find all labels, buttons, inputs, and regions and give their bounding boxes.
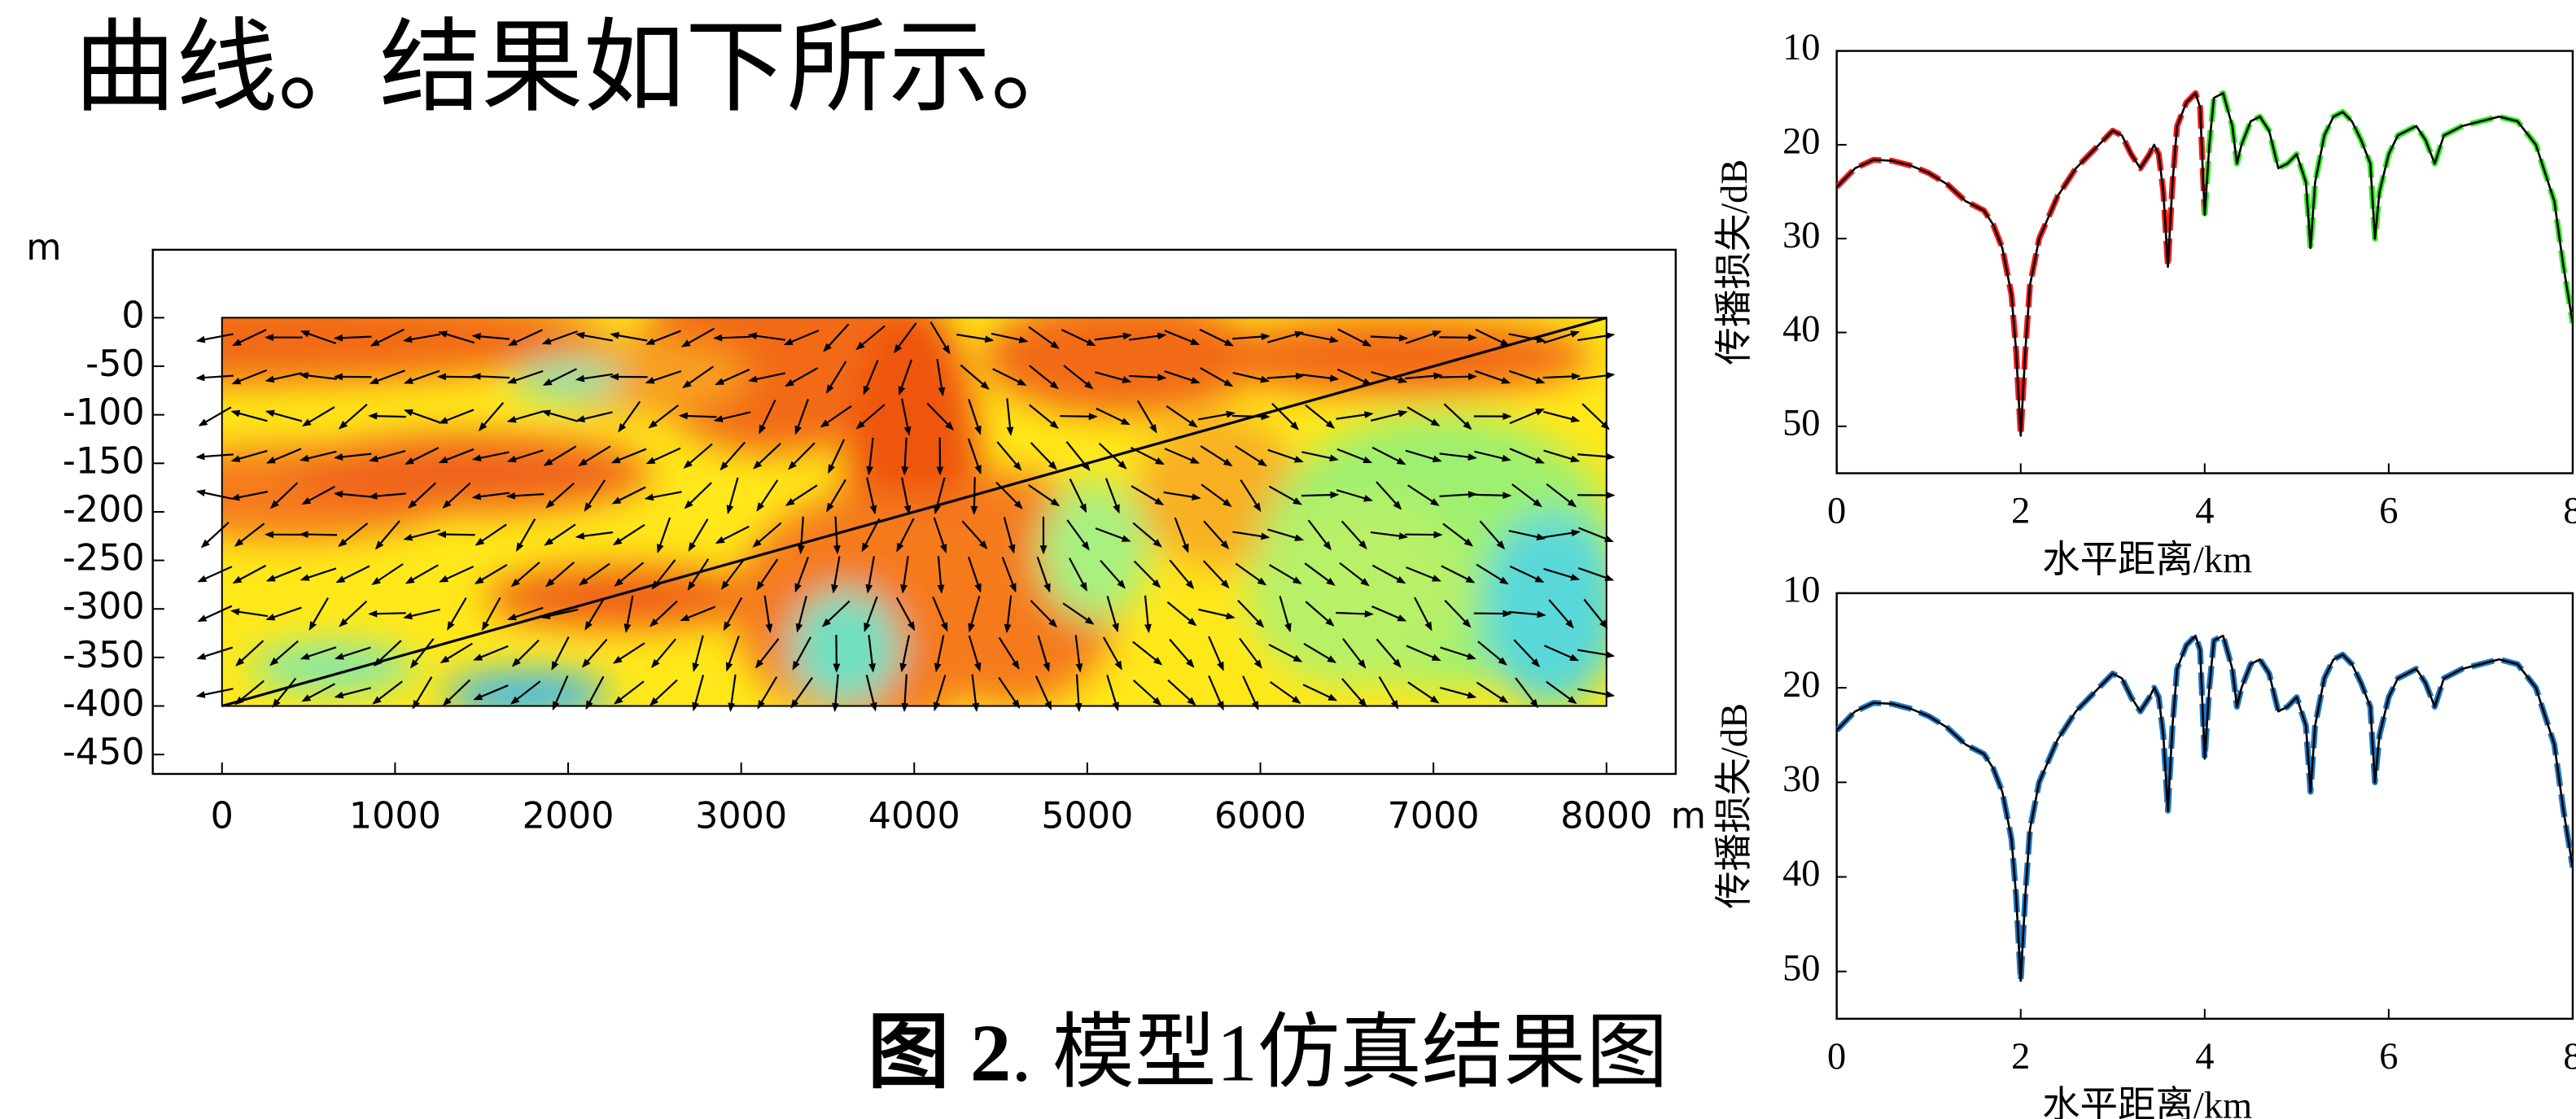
arrow — [1060, 416, 1096, 417]
y-tick-label: 50 — [1782, 402, 1820, 444]
x-tick-label: 8000 — [1560, 796, 1652, 837]
figure-caption: 图 2. 模型1仿真结果图 — [868, 1007, 1668, 1098]
x-tick-label: 2000 — [523, 796, 614, 837]
arrow — [1439, 337, 1475, 338]
arrow — [370, 613, 405, 614]
plot-box — [1837, 51, 2573, 474]
x-tick-label: 0 — [211, 796, 234, 837]
x-tick-label: 4 — [2195, 1036, 2214, 1077]
x-tick-label: 1000 — [349, 796, 441, 837]
y-tick-label: 20 — [1782, 664, 1820, 706]
y-tick-label: 50 — [1782, 947, 1820, 989]
y-tick-label: -250 — [63, 538, 145, 579]
x-tick-label: 0 — [1827, 491, 1846, 532]
y-tick-label: -150 — [63, 440, 145, 482]
heat-blob — [1039, 481, 1149, 621]
y-tick-label: -200 — [63, 489, 145, 531]
x-tick-label: 2 — [2011, 491, 2030, 532]
x-axis-label: 水平距离/km — [2042, 540, 2252, 581]
heat-blob — [513, 361, 623, 400]
x-axis-unit: m — [1671, 796, 1706, 837]
x-tick-label: 8 — [2563, 1036, 2576, 1077]
y-tick-label: -100 — [63, 392, 145, 434]
x-tick-label: 4000 — [868, 796, 960, 837]
x-tick-label: 0 — [1827, 1036, 1846, 1077]
y-tick-label: 10 — [1782, 27, 1820, 68]
heat-blob — [485, 566, 762, 628]
caption-text: . 模型1仿真结果图 — [1011, 1007, 1668, 1098]
x-tick-label: 6000 — [1214, 796, 1306, 837]
heat-blob — [789, 589, 900, 706]
x-tick-label: 2 — [2011, 1036, 2030, 1077]
arrow — [1301, 495, 1337, 496]
y-tick-label: 20 — [1782, 121, 1820, 163]
arrow — [301, 534, 337, 535]
y-tick-label: 30 — [1782, 215, 1820, 256]
y-tick-label: 10 — [1782, 570, 1820, 611]
y-tick-label: 40 — [1782, 308, 1820, 350]
x-tick-label: 6 — [2379, 1036, 2398, 1077]
y-axis-label: 传播损失/dB — [1714, 703, 1756, 909]
heat-blob — [1482, 512, 1620, 706]
heat-blob — [1205, 317, 1593, 395]
x-tick-label: 7000 — [1388, 796, 1480, 837]
y-tick-label: -350 — [63, 635, 145, 676]
x-tick-label: 3000 — [695, 796, 787, 837]
x-tick-label: 5000 — [1041, 796, 1133, 837]
y-axis-label: 传播损失/dB — [1714, 160, 1756, 365]
y-tick-label: -450 — [63, 732, 145, 773]
y-axis-unit: m — [26, 227, 61, 269]
field-heatmap — [0, 260, 1620, 726]
y-tick-label: -300 — [63, 586, 145, 627]
x-tick-label: 4 — [2195, 491, 2214, 532]
page-canvas: 曲线。结果如下所示。 图 2. 模型1仿真结果图 010002000300040… — [0, 0, 2576, 1119]
y-tick-label: -50 — [85, 343, 145, 385]
x-axis-label: 水平距离/km — [2042, 1086, 2252, 1119]
y-tick-label: -400 — [63, 683, 145, 724]
y-tick-label: 0 — [121, 295, 144, 336]
x-tick-label: 8 — [2563, 491, 2576, 532]
plot-box — [1837, 593, 2573, 1019]
arrow — [1474, 495, 1510, 496]
arrow — [370, 416, 405, 417]
x-tick-label: 6 — [2379, 491, 2398, 532]
heat-blob — [444, 671, 610, 718]
body-text: 曲线。结果如下所示。 — [74, 7, 1092, 126]
caption-label: 图 2 — [868, 1007, 1012, 1098]
page: { "text": "曲线。结果如下所示。", "caption": {"lab… — [0, 0, 2576, 1119]
arrow — [439, 377, 475, 378]
y-tick-label: 40 — [1782, 853, 1820, 894]
arrow — [1439, 377, 1475, 378]
heat-blob — [291, 435, 651, 512]
y-tick-label: 30 — [1782, 758, 1820, 800]
